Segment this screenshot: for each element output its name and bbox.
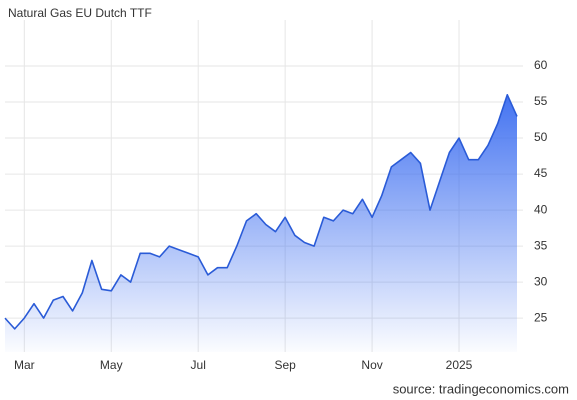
y-tick-label: 50: [534, 130, 548, 144]
x-tick-label: Jul: [191, 358, 206, 372]
x-tick-label: Nov: [361, 358, 382, 372]
x-tick-label: Sep: [274, 358, 296, 372]
y-tick-label: 35: [534, 238, 548, 252]
area-fill: [5, 94, 517, 353]
x-tick-label: 2025: [446, 358, 473, 372]
chart-title: Natural Gas EU Dutch TTF: [8, 6, 152, 20]
x-tick-label: Mar: [14, 358, 35, 372]
y-tick-label: 25: [534, 310, 548, 324]
line: [4, 94, 518, 330]
source: source: tradingeconomics.com: [393, 381, 569, 396]
y-tick-label: 30: [534, 274, 548, 288]
y-tick-label: 55: [534, 94, 548, 108]
x-tick-label: May: [100, 358, 123, 372]
y-tick-label: 40: [534, 202, 548, 216]
y-tick-label: 45: [534, 166, 548, 180]
y-tick-label: 60: [534, 58, 548, 72]
